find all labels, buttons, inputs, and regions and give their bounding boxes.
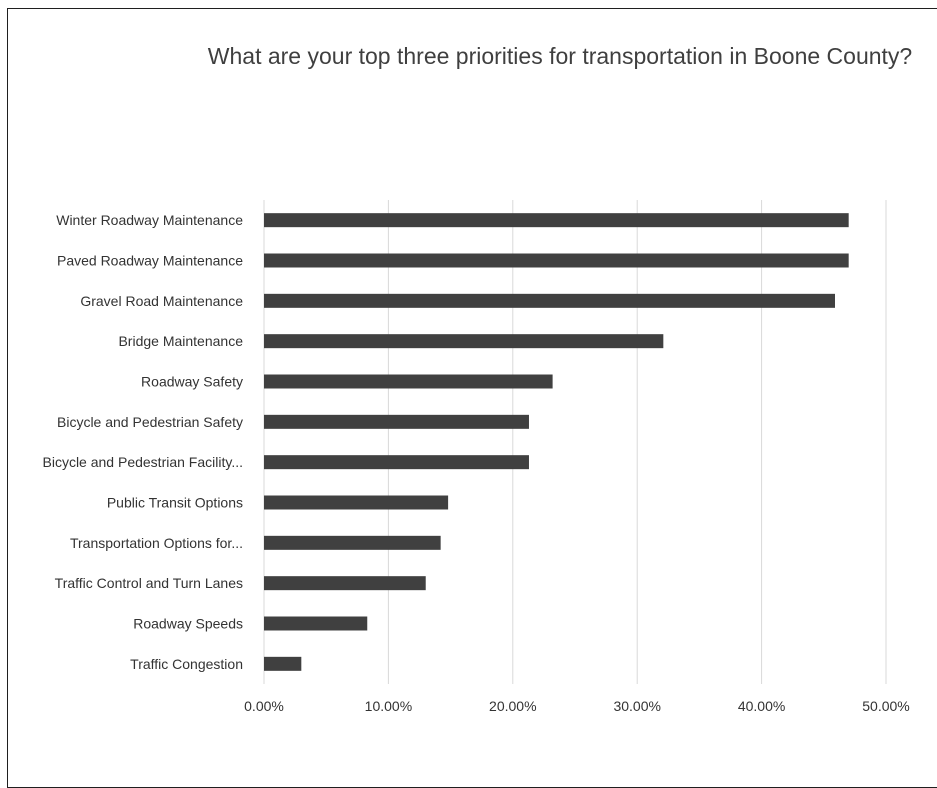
bars [264, 213, 849, 671]
x-tick-label: 30.00% [613, 698, 660, 714]
category-label: Traffic Control and Turn Lanes [55, 575, 243, 591]
bar-chart: Winter Roadway Maintenance Paved Roadway … [43, 200, 910, 714]
category-label: Winter Roadway Maintenance [56, 212, 243, 228]
bar [264, 535, 441, 550]
bar [264, 374, 553, 389]
x-tick-label: 0.00% [244, 698, 284, 714]
bar [264, 293, 835, 308]
chart-title: What are your top three priorities for t… [207, 43, 913, 69]
category-label: Roadway Speeds [133, 616, 243, 632]
category-label: Traffic Congestion [130, 656, 243, 672]
chart-frame [7, 8, 937, 788]
bar [264, 656, 302, 671]
bar [264, 414, 529, 429]
bar [264, 253, 849, 268]
bar [264, 495, 449, 510]
bar [264, 576, 426, 591]
category-label: Bridge Maintenance [118, 333, 243, 349]
category-label: Paved Roadway Maintenance [57, 253, 243, 269]
x-tick-label: 40.00% [738, 698, 785, 714]
x-tick-label: 50.00% [862, 698, 909, 714]
category-label: Public Transit Options [107, 495, 243, 511]
bar [264, 334, 664, 349]
category-label: Bicycle and Pedestrian Facility... [43, 454, 244, 470]
category-label: Bicycle and Pedestrian Safety [57, 414, 243, 430]
x-tick-label: 10.00% [365, 698, 412, 714]
bar [264, 213, 849, 228]
gridlines [263, 200, 887, 684]
category-label: Gravel Road Maintenance [80, 293, 243, 309]
bar [264, 616, 368, 631]
category-labels: Winter Roadway Maintenance Paved Roadway … [43, 212, 244, 672]
bar [264, 455, 529, 470]
x-tick-labels: 0.00% 10.00% 20.00% 30.00% 40.00% 50.00% [244, 698, 910, 714]
category-label: Transportation Options for... [70, 535, 243, 551]
category-label: Roadway Safety [141, 374, 243, 390]
x-tick-label: 20.00% [489, 698, 536, 714]
